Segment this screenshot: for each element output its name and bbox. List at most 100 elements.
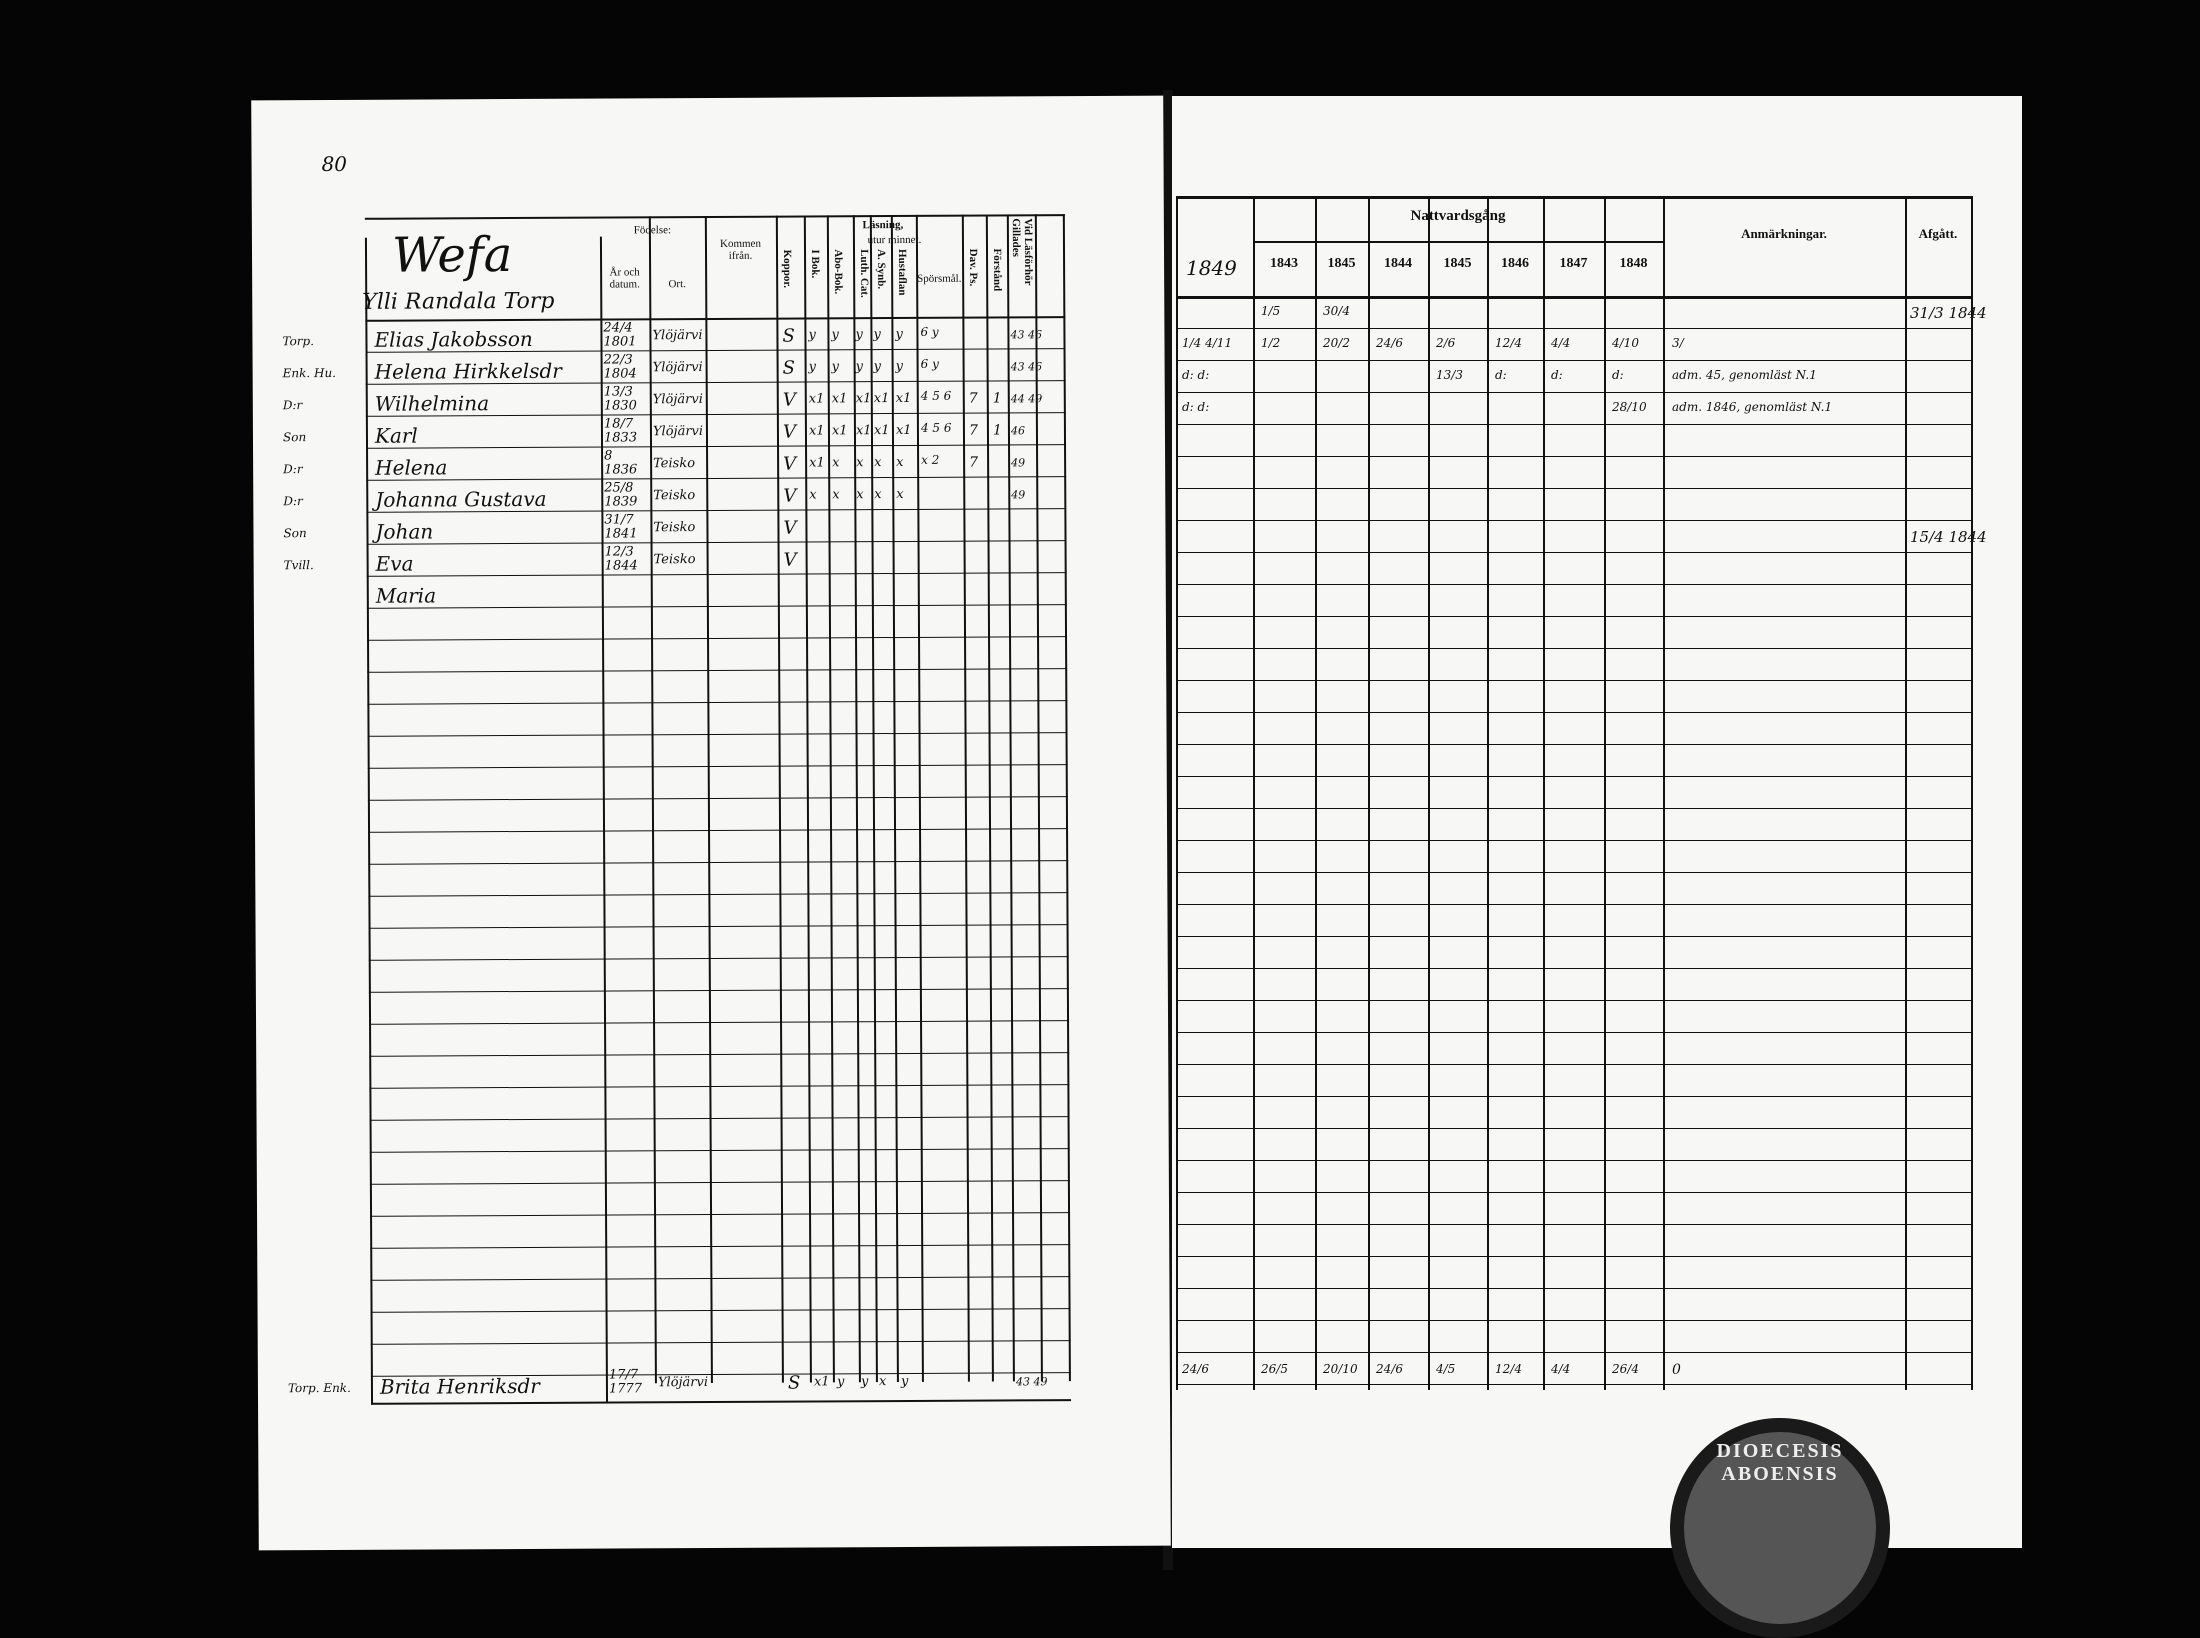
person-name: Wilhelmina [375, 391, 489, 416]
understanding-mark: 1 [993, 422, 1002, 438]
remark: adm. 45, genomläst N.1 [1672, 368, 1817, 382]
reading-mark: y [855, 327, 862, 342]
person-name: Karl [375, 424, 418, 448]
smallpox-mark: V [783, 518, 796, 539]
reading-mark: y [831, 327, 838, 342]
header-dav_ps: Dav. Ps. [967, 249, 979, 315]
reading-mark: x [856, 487, 863, 502]
row-rule [369, 988, 1069, 993]
column-rule [1905, 196, 1907, 1390]
smallpox-mark: V [783, 422, 796, 443]
row-rule [1176, 1320, 1973, 1321]
birth-date: 18/7 1833 [604, 417, 649, 445]
row-rule [1176, 392, 1973, 393]
column-rule [1007, 214, 1015, 1381]
row-rule [369, 1052, 1069, 1057]
person-role: Torp. Enk. [288, 1381, 351, 1395]
reading-mark: x1 [896, 391, 912, 406]
row-rule [1176, 456, 1973, 457]
reading-mark: x1 [809, 455, 825, 470]
reading-mark: x1 [832, 391, 848, 406]
communion-date: 4/5 [1436, 1362, 1455, 1376]
header-approved: Vid Läsförhör Gillades [1010, 218, 1035, 314]
birth-date: 24/4 1801 [603, 321, 648, 349]
row-rule [1176, 712, 1973, 713]
left-page: 80 Wefa Ylli Randala Torp Födelse:År och… [251, 96, 1171, 1551]
communion-date: 1/5 [1261, 304, 1280, 318]
diocese-stamp: DIOECESIS ABOENSIS [1670, 1418, 1890, 1638]
reading-mark: x1 [809, 391, 825, 406]
header-hustaflan: Hustaflan [896, 249, 908, 315]
header-departed: Afgått. [1905, 228, 1971, 240]
column-rule [705, 216, 713, 1383]
smallpox-mark: V [783, 454, 796, 475]
birth-place: Ylöjärvi [653, 424, 703, 439]
smallpox-mark: S [783, 358, 795, 379]
header-bottom-rule [1176, 296, 1973, 299]
person-name: Elias Jakobsson [374, 327, 532, 352]
smallpox-mark: S [782, 326, 794, 347]
questions-mark: 6 y [921, 357, 939, 371]
header-came_from: Kommen ifrån. [707, 238, 774, 262]
column-rule [1971, 196, 1973, 1390]
person-role: Torp. [282, 334, 314, 348]
approved-mark: 49 [1011, 456, 1025, 469]
person-name: Eva [376, 552, 414, 576]
year-header: 1848 [1604, 258, 1663, 270]
birth-place: Teisko [654, 552, 696, 567]
row-rule [368, 860, 1068, 865]
communion-date: 12/4 [1495, 336, 1522, 350]
birth-place: Teisko [653, 520, 695, 535]
row-rule [368, 796, 1068, 801]
birth-date: 31/7 1841 [604, 513, 649, 541]
row-rule [367, 572, 1067, 577]
approved-mark: 49 [1011, 488, 1025, 501]
dav-mark: 7 [969, 391, 978, 407]
row-rule [1176, 808, 1973, 809]
row-rule [368, 828, 1068, 833]
row-rule [1176, 1256, 1973, 1257]
communion-date: 26/5 [1261, 1362, 1288, 1376]
year-header: 1845 [1428, 258, 1487, 270]
row-rule [1176, 360, 1973, 361]
row-rule [368, 764, 1068, 769]
person-role: Tvill. [284, 558, 314, 572]
reading-mark: x [874, 487, 881, 502]
stamp-text: DIOECESIS ABOENSIS [1684, 1440, 1876, 1486]
communion-date: 28/10 [1612, 400, 1647, 414]
approved-mark: 43 46 [1011, 360, 1043, 373]
row-rule [1176, 1000, 1973, 1001]
header-birth: Födelse: [600, 224, 705, 237]
first-year: 1849 [1186, 256, 1237, 280]
communion-date: 20/2 [1323, 336, 1350, 350]
header-mid-rule [1253, 241, 1663, 243]
reading-mark: x1 [856, 391, 872, 406]
column-rule [365, 238, 373, 1405]
row-rule [1176, 936, 1973, 937]
approved-mark: 43 49 [1016, 1375, 1048, 1388]
row-rule [367, 700, 1067, 705]
header-reading: Läsning, [804, 219, 962, 232]
understanding-mark: 1 [993, 390, 1002, 406]
communion-date: 13/3 [1436, 368, 1463, 382]
questions-mark: 4 5 6 [921, 421, 952, 435]
header-luth_cat: Luth. Cat. [858, 249, 870, 315]
approved-mark: 43 46 [1010, 328, 1042, 341]
row-rule [370, 1276, 1070, 1281]
reading-mark: y [873, 327, 880, 342]
row-rule [1176, 1096, 1973, 1097]
row-rule [369, 1084, 1069, 1089]
communion-date: 24/6 [1376, 336, 1403, 350]
communion-date: 30/4 [1323, 304, 1350, 318]
header-communion: Nattvardsgång [1253, 210, 1663, 222]
header-bottom-rule [365, 316, 1065, 322]
person-role: D:r [283, 462, 302, 476]
communion-date: 12/4 [1495, 1362, 1522, 1376]
row-rule [1176, 1352, 1973, 1353]
reading-mark: x [809, 487, 816, 502]
communion-date: 26/4 [1612, 1362, 1639, 1376]
header-in_book: I Bok. [809, 249, 821, 315]
row-rule [370, 1180, 1070, 1185]
birth-date: 17/7 1777 [609, 1368, 654, 1396]
